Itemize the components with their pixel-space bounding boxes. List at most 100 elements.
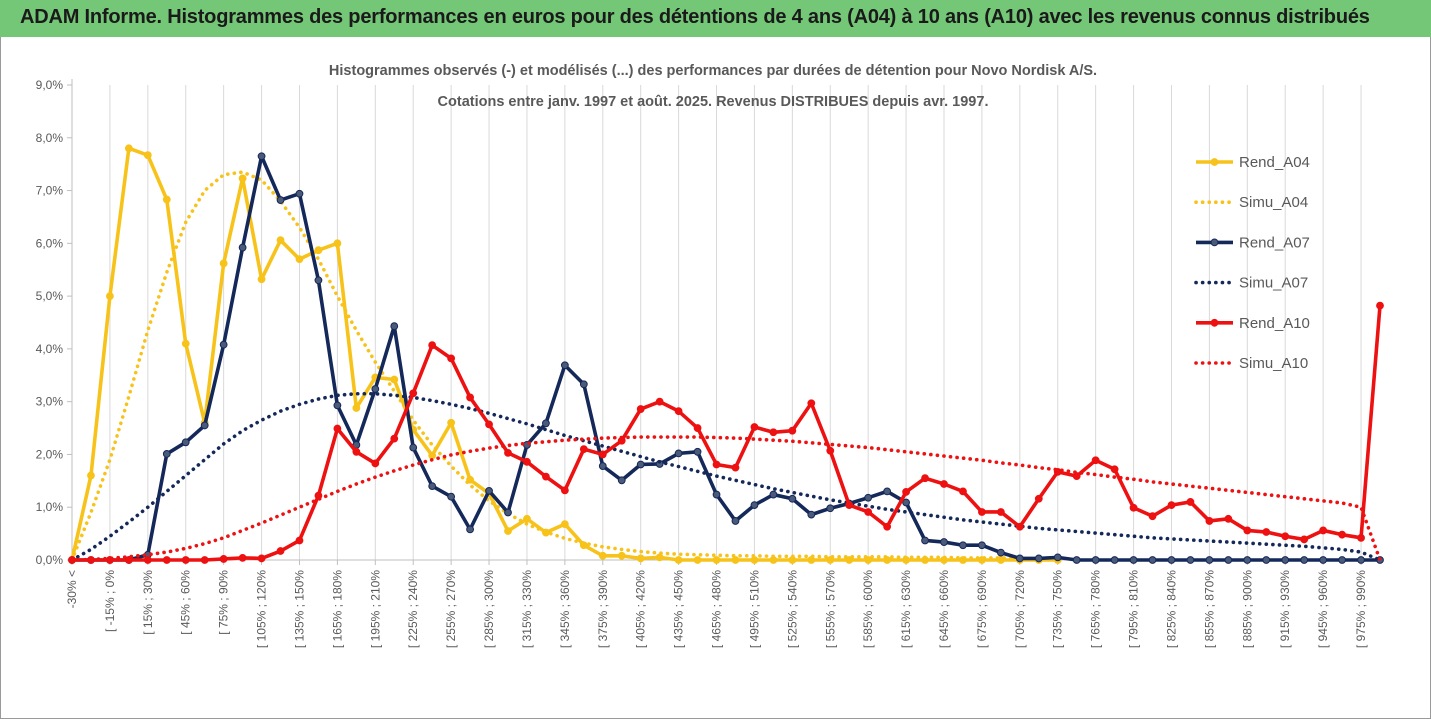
point-Rend_A10 [674, 407, 683, 416]
point-Rend_A10 [542, 472, 550, 481]
series-line-Simu_A04 [70, 170, 1060, 562]
x-tick-label: [ 465% ; 480% [710, 570, 724, 648]
point-Rend_A10 [750, 423, 759, 431]
x-tick-label: [ 195% ; 210% [368, 570, 382, 648]
point-Rend_A10 [371, 459, 380, 468]
point-Rend_A04 [295, 255, 304, 264]
point-Rend_A10 [807, 399, 816, 408]
point-Rend_A04 [143, 151, 152, 160]
chart-title-line-1: Histogrammes observés (-) et modélisés (… [329, 63, 1097, 79]
point-Rend_A04 [655, 553, 664, 562]
point-Rend_A10 [200, 556, 209, 564]
legend: Rend_A04 Simu_A04 Rend_A07 Simu_A07 Rend_A10… [1194, 154, 1310, 372]
point-Rend_A10 [1110, 465, 1119, 474]
legend-entry-Rend_A07: Rend_A07 [1196, 234, 1310, 251]
point-Rend_A07 [1167, 556, 1176, 564]
y-tick-label: 0,0% [36, 553, 64, 567]
point-Rend_A07 [940, 538, 948, 546]
point-Rend_A04 [750, 556, 759, 564]
x-tick-label: [ 585% ; 600% [861, 570, 875, 648]
x-tick-label: [ 435% ; 450% [672, 570, 686, 648]
x-tick-label: [ 375% ; 390% [596, 570, 610, 648]
point-Rend_A10 [1129, 503, 1138, 512]
point-Rend_A10 [940, 480, 948, 488]
point-Rend_A10 [447, 354, 456, 363]
point-Rend_A10 [712, 460, 721, 469]
point-Rend_A10 [1281, 532, 1290, 541]
y-tick-label: 9,0% [36, 78, 64, 92]
point-Rend_A07 [712, 490, 721, 499]
point-Rend_A04 [598, 551, 607, 560]
point-Rend_A10 [826, 446, 835, 455]
point-Rend_A07 [295, 189, 304, 198]
point-Rend_A07 [1300, 556, 1309, 564]
x-tick-label: [ 105% ; 120% [255, 570, 269, 648]
report-banner: ADAM Informe. Histogrammes des performan… [0, 0, 1431, 37]
point-Rend_A07 [276, 196, 285, 204]
point-Rend_A10 [978, 508, 986, 516]
x-tick-label: [ 555% ; 570% [823, 570, 837, 648]
point-Rend_A07 [902, 498, 910, 507]
point-Rend_A07 [598, 462, 607, 470]
point-Rend_A07 [314, 276, 323, 285]
point-Rend_A04 [845, 556, 854, 564]
point-Rend_A04 [352, 404, 361, 412]
y-tick-label: 3,0% [36, 395, 64, 409]
point-Rend_A07 [1243, 556, 1252, 564]
point-Rend_A07 [731, 517, 740, 525]
point-Rend_A10 [921, 474, 929, 483]
point-Rend_A07 [864, 493, 873, 502]
point-Rend_A10 [1167, 501, 1176, 510]
point-Rend_A10 [655, 397, 664, 406]
point-Rend_A07 [1186, 556, 1195, 564]
point-Rend_A10 [295, 536, 304, 545]
legend-label: Rend_A07 [1239, 234, 1310, 251]
point-Rend_A07 [617, 476, 626, 485]
point-Rend_A07 [1072, 556, 1081, 564]
point-Rend_A10 [636, 405, 645, 413]
point-Rend_A10 [257, 554, 266, 563]
legend-label: Rend_A04 [1239, 154, 1310, 171]
point-Rend_A10 [333, 424, 342, 433]
point-Rend_A07 [257, 152, 266, 161]
point-Rend_A07 [428, 482, 437, 491]
x-tick-label: -30% < [65, 570, 79, 608]
point-Rend_A10 [143, 556, 152, 564]
point-Rend_A07 [1224, 556, 1233, 564]
point-Rend_A10 [579, 445, 588, 454]
legend-entry-Simu_A04: Simu_A04 [1194, 194, 1308, 211]
point-Rend_A07 [1091, 556, 1100, 564]
point-Rend_A10 [1319, 526, 1328, 535]
series-Simu_A10 [70, 435, 1382, 562]
x-tick-label: [ 735% ; 750% [1051, 570, 1065, 648]
x-tick-label: [ 855% ; 870% [1202, 570, 1216, 648]
point-Rend_A04 [428, 451, 437, 460]
point-Rend_A07 [1148, 556, 1157, 564]
chart-title: Histogrammes observés (-) et modélisés (… [329, 63, 1097, 110]
point-Rend_A04 [523, 514, 531, 523]
point-Rend_A07 [579, 380, 588, 389]
point-Rend_A10 [523, 457, 531, 466]
legend-marker [1210, 158, 1219, 166]
axes: -30% < [ -15% ; 0% [ 15% ; 30% [ 45% ; 60% [… [36, 78, 1380, 648]
x-tick-label: [ 765% ; 780% [1089, 570, 1103, 648]
legend-marker [1210, 238, 1219, 247]
x-tick-label: [ 795% ; 810% [1127, 570, 1141, 648]
point-Rend_A10 [1224, 514, 1233, 523]
point-Rend_A07 [1034, 554, 1043, 563]
legend-label: Simu_A07 [1239, 275, 1308, 292]
point-Rend_A10 [1300, 535, 1309, 544]
point-Rend_A07 [1338, 556, 1346, 564]
point-Rend_A04 [636, 554, 645, 563]
point-Rend_A07 [162, 450, 171, 458]
x-tick-label: [ 75% ; 90% [217, 570, 231, 635]
point-Rend_A10 [902, 488, 910, 496]
point-Rend_A07 [1262, 556, 1271, 564]
point-Rend_A04 [106, 292, 114, 301]
legend-label: Simu_A10 [1239, 355, 1308, 372]
point-Rend_A04 [693, 556, 702, 564]
series-lines [68, 144, 1384, 564]
x-tick-label: [ -15% ; 0% [103, 570, 117, 632]
point-Rend_A10 [1186, 498, 1195, 506]
